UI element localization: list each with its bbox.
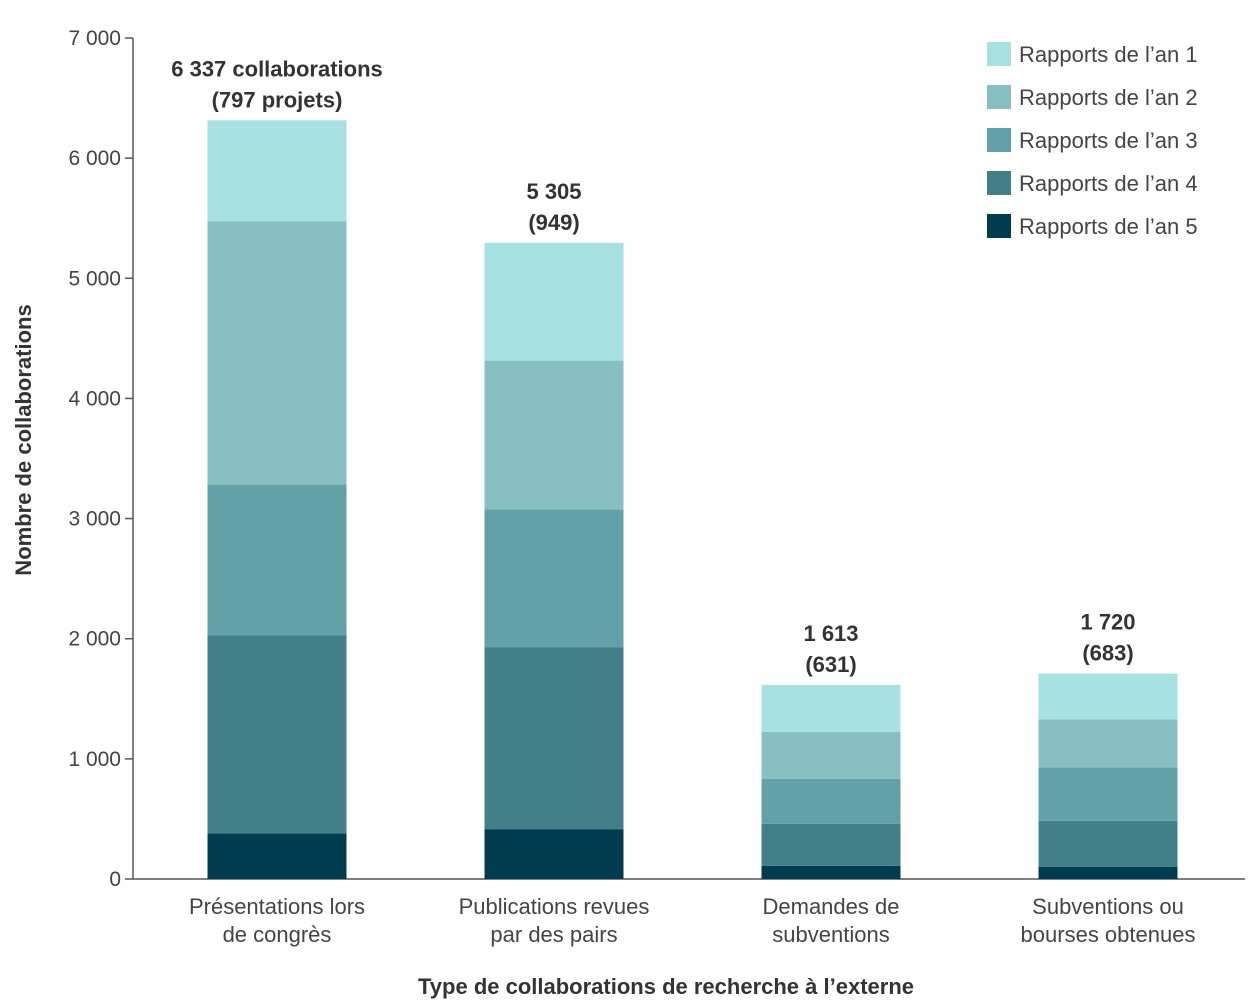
x-tick-label: Demandes de subventions	[763, 894, 900, 947]
legend-swatch	[987, 214, 1011, 238]
bar-segment	[207, 120, 347, 222]
x-tick-label-line: subventions	[772, 922, 889, 947]
legend-label: Rapports de l’an 1	[1019, 42, 1198, 67]
bar-segment	[761, 823, 901, 866]
bar-segment	[207, 221, 347, 485]
legend-label: Rapports de l’an 5	[1019, 214, 1198, 239]
y-axis-title: Nombre de collaborations	[11, 304, 36, 575]
y-tick-label: 6 000	[68, 147, 121, 170]
legend-label: Rapports de l’an 2	[1019, 85, 1198, 110]
x-tick-label: Présentations lors de congrès	[189, 894, 365, 947]
bar-segment	[761, 778, 901, 824]
total-label-line: 1 720	[1080, 610, 1135, 635]
y-tick-label: 7 000	[68, 27, 121, 50]
legend-item[interactable]: Rapports de l’an 3	[987, 128, 1198, 153]
x-tick-label: Publications revues par des pairs	[459, 894, 650, 947]
bar-segment	[1038, 820, 1178, 867]
bar-segment	[207, 833, 347, 879]
bar-segment	[484, 509, 624, 648]
bar-segment	[1038, 673, 1178, 720]
total-label-line: 6 337 collaborations	[171, 56, 383, 81]
y-tick-label: 4 000	[68, 387, 121, 410]
total-label-line: 5 305	[526, 179, 581, 204]
x-tick-label-line: Présentations lors	[189, 894, 365, 919]
total-label-line: (683)	[1082, 641, 1133, 666]
bar-segment	[761, 684, 901, 732]
y-tick-label: 2 000	[68, 628, 121, 651]
bar-segment	[1038, 767, 1178, 821]
bar-segment	[484, 647, 624, 830]
legend-swatch	[987, 42, 1011, 66]
bar-segment	[761, 865, 901, 879]
legend-item[interactable]: Rapports de l’an 1	[987, 42, 1198, 67]
bars	[207, 120, 1178, 879]
total-label-line: 1 613	[803, 621, 858, 646]
y-tick-label: 5 000	[68, 267, 121, 290]
legend-swatch	[987, 171, 1011, 195]
x-tick-label-line: Subventions ou	[1032, 894, 1184, 919]
x-tick-label-line: Demandes de	[763, 894, 900, 919]
total-labels: 6 337 collaborations (797 projets) 5 305 (9…	[171, 56, 1135, 677]
bar-segment	[484, 360, 624, 510]
x-tick-label-line: de congrès	[223, 922, 332, 947]
x-tick-label: Subventions ou bourses obtenues	[1021, 894, 1196, 947]
legend[interactable]: Rapports de l’an 1 Rapports de l’an 2 Rapp…	[987, 42, 1198, 239]
bar-segment	[1038, 866, 1178, 879]
total-label-line: (949)	[528, 210, 579, 235]
y-tick-label: 0	[109, 868, 121, 891]
total-label-line: (631)	[805, 652, 856, 677]
bar-segment	[207, 484, 347, 636]
bar-segment	[207, 635, 347, 834]
bar-segment	[484, 829, 624, 879]
x-tick-label-line: bourses obtenues	[1021, 922, 1196, 947]
y-tick-label: 1 000	[68, 748, 121, 771]
legend-item[interactable]: Rapports de l’an 5	[987, 214, 1198, 239]
y-tick-label: 3 000	[68, 508, 121, 531]
total-label: 1 613 (631)	[803, 621, 858, 677]
legend-swatch	[987, 85, 1011, 109]
total-label: 6 337 collaborations (797 projets)	[171, 56, 383, 112]
legend-label: Rapports de l’an 3	[1019, 128, 1198, 153]
total-label: 5 305 (949)	[526, 179, 581, 235]
bar-segment	[761, 731, 901, 779]
y-axis: 0 1 000 2 000 3 000 4 000 5 000 6 000 7 000	[68, 27, 134, 891]
legend-item[interactable]: Rapports de l’an 2	[987, 85, 1198, 110]
legend-item[interactable]: Rapports de l’an 4	[987, 171, 1198, 196]
legend-swatch	[987, 128, 1011, 152]
x-axis-title: Type de collaborations de recherche à l’…	[418, 974, 914, 999]
bar-segment	[484, 242, 624, 361]
x-tick-label-line: par des pairs	[490, 922, 617, 947]
total-label: 1 720 (683)	[1080, 610, 1135, 666]
bar-segment	[1038, 719, 1178, 768]
total-label-line: (797 projets)	[212, 87, 343, 112]
legend-label: Rapports de l’an 4	[1019, 171, 1198, 196]
x-tick-label-line: Publications revues	[459, 894, 650, 919]
x-axis: Présentations lors de congrès Publications…	[133, 878, 1245, 947]
